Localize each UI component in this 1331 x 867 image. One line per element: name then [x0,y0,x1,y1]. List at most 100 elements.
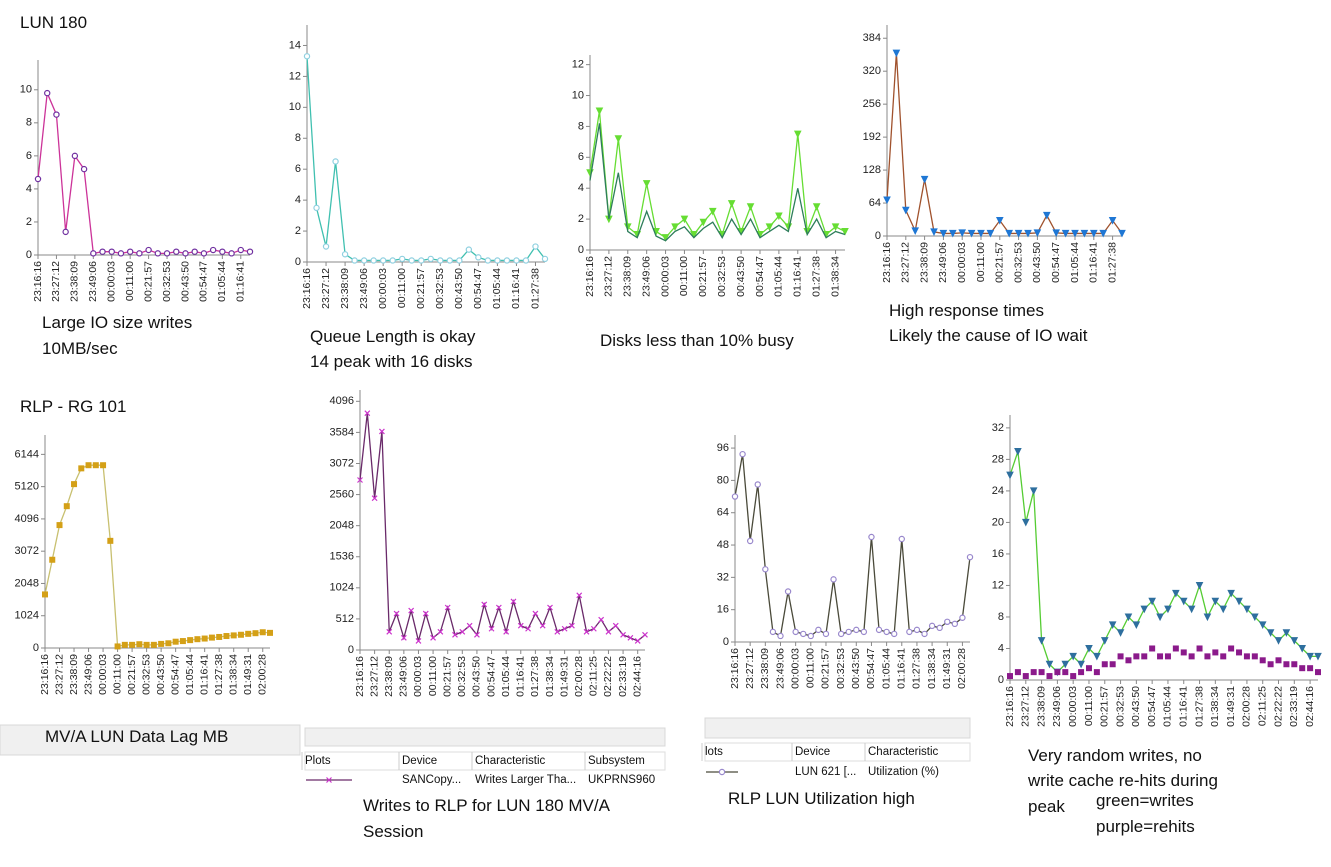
marker [237,246,244,254]
y-tick-label: 320 [863,65,881,77]
x-tick-label: 01:16:41 [896,648,908,689]
y-tick-label: 64 [869,197,881,209]
marker [129,641,136,648]
marker [921,630,928,638]
y-tick-label: 2048 [15,577,39,589]
series-line [589,110,846,239]
marker [754,481,761,488]
x-tick-label: 00:54:47 [485,656,497,697]
annotation: purple=rehits [1096,817,1195,836]
marker [1045,660,1054,669]
marker [1030,669,1037,676]
table-header [704,742,971,762]
y-tick-label: 6144 [15,448,39,460]
x-tick-label: 00:11:00 [1083,686,1095,726]
y-tick-label: 24 [992,485,1004,497]
x-tick-label: 00:43:50 [453,268,465,309]
marker [812,203,821,211]
marker [90,250,97,257]
marker [769,628,777,636]
x-tick-label: 00:21:57 [820,648,832,689]
marker [437,628,444,635]
marker [890,630,898,638]
marker [1069,652,1077,661]
x-tick-label: 02:22:22 [1272,686,1284,727]
annotation: 14 peak with 16 disks [310,352,473,371]
marker [1024,229,1032,238]
x-tick-label: 23:16:16 [354,656,366,697]
table-cell: UKPRNS960 [588,774,655,786]
x-tick-label: 01:05:44 [773,256,785,297]
marker [459,628,466,635]
x-tick-label: 23:16:16 [881,242,893,283]
y-tick-label: 0 [295,256,301,268]
x-tick-label: 00:32:53 [161,261,173,302]
marker [1005,229,1014,238]
marker [634,637,641,644]
annotation: Session [363,822,423,841]
marker [1062,669,1069,676]
marker [605,628,612,635]
marker [860,628,868,636]
y-tick-label: 2 [26,216,32,228]
marker [1070,673,1077,680]
x-tick-label: 23:16:16 [32,261,44,302]
marker [1306,652,1314,661]
marker [1108,621,1117,629]
marker [386,628,393,635]
marker [718,768,726,776]
marker [1078,669,1085,676]
x-tick-label: 00:54:47 [754,256,766,297]
marker [415,637,422,644]
marker [792,628,799,636]
marker [1315,669,1321,676]
marker [1259,657,1266,664]
y-tick-label: 1024 [15,610,39,622]
chart: 0 512 1024 1536 2048 2560 3072 3584 4096 23:16:16… [301,390,666,841]
x-tick-label: 00:21:57 [441,656,453,697]
marker [1298,644,1307,653]
marker [1211,597,1220,606]
marker [364,410,371,417]
y-tick-label: 12 [572,59,584,71]
marker [967,229,976,238]
marker [875,626,883,634]
marker [437,257,444,264]
x-tick-label: 23:16:16 [729,648,741,689]
marker [1172,645,1179,652]
x-tick-label: 01:27:38 [1106,242,1118,283]
marker [815,626,822,634]
marker [1275,657,1282,664]
marker [522,257,530,264]
x-tick-label: 00:43:50 [179,261,191,302]
marker [237,631,244,638]
x-tick-label: 01:16:41 [198,654,210,695]
x-tick-label: 23:27:12 [320,268,332,309]
x-tick-label: 00:00:03 [106,261,118,302]
marker [1314,652,1322,661]
marker [1099,229,1108,238]
marker [1109,661,1116,668]
marker [408,607,415,614]
marker [920,175,929,184]
x-tick-label: 00:54:47 [1050,242,1062,283]
marker [1100,637,1109,645]
table-cell: Utilization (%) [868,766,939,778]
marker [642,631,648,638]
marker [246,248,254,255]
x-tick-label: 23:27:12 [50,261,62,302]
marker [1220,653,1227,660]
marker [547,604,553,611]
y-tick-label: 0 [348,644,354,656]
marker [1283,661,1290,668]
marker [936,624,943,632]
x-tick-label: 00:00:03 [789,648,801,689]
x-tick-label: 23:16:16 [39,654,51,695]
marker [1089,229,1098,238]
x-tick-label: 01:27:38 [213,654,225,695]
y-tick-label: 4 [295,194,301,206]
chart: 0 16 32 48 64 80 96 23:16:16 23:27:12 23:38:09 23:… [701,435,974,808]
marker [230,632,237,639]
marker [1251,653,1258,660]
marker [1054,669,1061,676]
